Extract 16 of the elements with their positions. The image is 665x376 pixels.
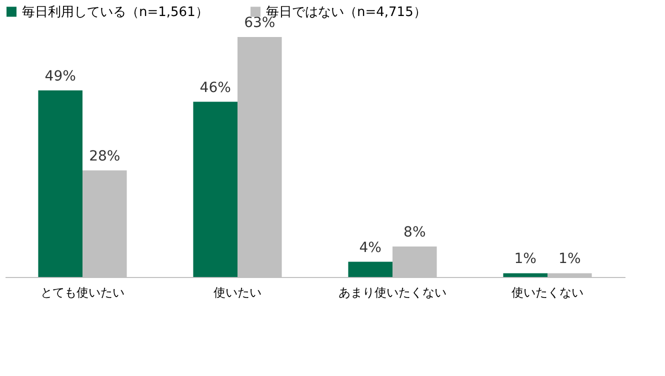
bar <box>193 102 238 277</box>
bar <box>38 90 82 277</box>
x-tick-label: あまり使いたくない <box>338 286 446 300</box>
bar <box>503 273 548 277</box>
data-label: 1% <box>514 251 536 268</box>
legend-label: 毎日利用している（n=1,561） <box>22 4 208 20</box>
bar <box>348 262 392 277</box>
data-label: 8% <box>404 224 426 241</box>
x-tick-label: 使いたい <box>214 286 262 300</box>
x-tick-label: 使いたくない <box>512 286 584 300</box>
x-tick-label: とても使いたい <box>40 286 124 300</box>
data-label: 1% <box>558 251 581 268</box>
data-label: 46% <box>200 80 231 96</box>
data-label: 4% <box>359 240 382 256</box>
data-label: 28% <box>89 148 120 164</box>
data-label: 49% <box>44 68 76 84</box>
